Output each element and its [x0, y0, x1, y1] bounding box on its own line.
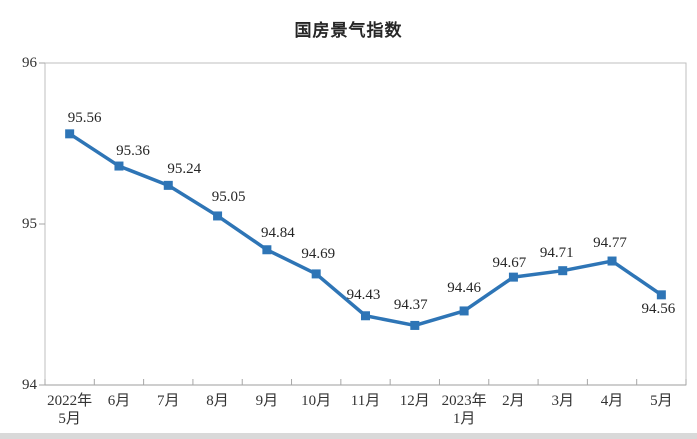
y-axis-label: 95: [22, 216, 37, 232]
data-label: 94.67: [492, 255, 527, 272]
data-label: 94.56: [641, 300, 676, 317]
data-marker: [311, 269, 321, 279]
x-axis-label: 8月: [206, 393, 229, 409]
x-axis-label: 11月: [350, 393, 381, 409]
data-label: 94.77: [593, 235, 627, 252]
plot-border: [44, 62, 687, 386]
x-axis-label: 9月: [255, 393, 279, 409]
data-marker: [508, 272, 518, 282]
x-axis-label: 2023年 1月: [441, 393, 487, 427]
x-axis-label: 2月: [502, 393, 525, 409]
x-axis-label: 5月: [650, 393, 673, 409]
data-label: 94.71: [539, 244, 574, 261]
data-label: 95.24: [167, 161, 202, 178]
x-axis-label: 3月: [551, 393, 574, 409]
data-marker: [607, 256, 617, 266]
data-marker: [656, 290, 666, 300]
data-label: 94.84: [261, 224, 295, 241]
data-marker: [558, 266, 568, 276]
x-axis-label: 10月: [301, 393, 332, 409]
data-label: 94.43: [346, 286, 381, 303]
x-axis-label: 6月: [107, 393, 131, 409]
data-marker: [114, 161, 124, 171]
data-label: 95.36: [116, 143, 150, 160]
data-marker: [410, 320, 420, 330]
data-label: 94.37: [393, 297, 428, 314]
bottom-strip: [0, 433, 697, 439]
data-marker: [213, 211, 223, 221]
y-axis-label: 96: [22, 55, 37, 71]
data-label: 94.46: [447, 279, 481, 296]
y-axis-label: 94: [22, 377, 37, 393]
x-axis-label: 7月: [157, 393, 180, 409]
chart-title: 国房景气指数: [294, 21, 403, 40]
data-marker: [163, 180, 173, 190]
data-marker: [361, 311, 370, 321]
data-label: 95.56: [67, 109, 102, 126]
x-axis-label: 2022年 5月: [47, 393, 93, 427]
data-label: 94.69: [301, 245, 336, 262]
x-axis-label: 12月: [399, 393, 430, 409]
data-marker: [262, 245, 272, 255]
x-axis-label: 4月: [600, 393, 624, 409]
data-label: 95.05: [211, 188, 246, 205]
data-marker: [459, 306, 469, 316]
data-marker: [65, 129, 75, 139]
